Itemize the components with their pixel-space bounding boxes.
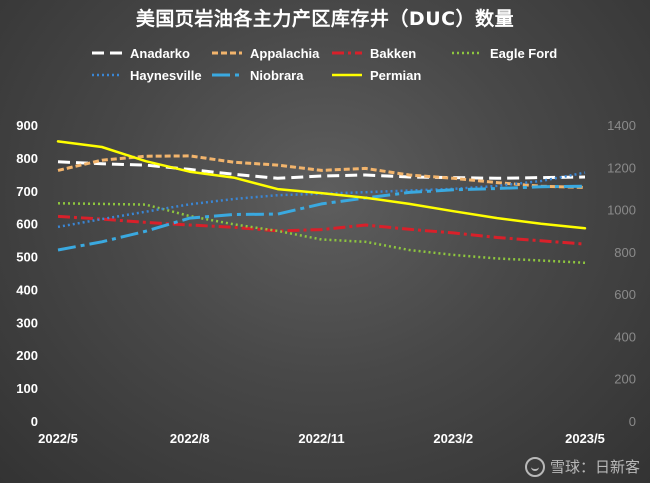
legend-label-haynesville: Haynesville xyxy=(130,68,202,83)
legend-label-eagle-ford: Eagle Ford xyxy=(490,46,557,61)
y-left-tick-label: 200 xyxy=(16,348,38,363)
y-left-tick-label: 900 xyxy=(16,118,38,133)
y-left-tick-label: 800 xyxy=(16,151,38,166)
series-line-appalachia xyxy=(57,154,586,189)
legend-label-niobrara: Niobrara xyxy=(250,68,304,83)
x-tick-label: 2022/8 xyxy=(170,431,210,446)
series-line-anadarko xyxy=(57,160,586,180)
y-right-tick-label: 1400 xyxy=(607,118,636,133)
y-left-tick-label: 700 xyxy=(16,184,38,199)
chart-title: 美国页岩油各主力产区库存井（DUC）数量 xyxy=(135,8,515,30)
y-right-tick-label: 800 xyxy=(614,245,636,260)
y-left-tick-label: 0 xyxy=(31,414,38,429)
y-left-tick-label: 300 xyxy=(16,315,38,330)
y-right-tick-label: 1000 xyxy=(607,203,636,218)
x-tick-label: 2023/5 xyxy=(565,431,605,446)
y-right-tick-label: 400 xyxy=(614,329,636,344)
y-left-tick-label: 100 xyxy=(16,381,38,396)
snowball-logo-icon xyxy=(524,456,545,477)
series-line-niobrara xyxy=(57,184,586,252)
legend-label-appalachia: Appalachia xyxy=(250,46,320,61)
y-right-tick-label: 1200 xyxy=(607,160,636,175)
legend-label-anadarko: Anadarko xyxy=(130,46,190,61)
x-tick-label: 2022/5 xyxy=(38,431,78,446)
x-tick-label: 2022/11 xyxy=(298,431,344,446)
series-line-bakken xyxy=(57,214,586,246)
series-line-permian xyxy=(56,140,587,230)
y-left-tick-label: 400 xyxy=(16,282,38,297)
legend-label-permian: Permian xyxy=(370,68,421,83)
y-right-tick-label: 200 xyxy=(614,372,636,387)
y-left-tick-label: 500 xyxy=(16,250,38,265)
watermark: 雪球：日新客 xyxy=(524,456,640,477)
y-right-tick-label: 600 xyxy=(614,287,636,302)
watermark-text: 雪球：日新客 xyxy=(549,458,640,476)
x-tick-label: 2023/2 xyxy=(433,431,473,446)
legend-label-bakken: Bakken xyxy=(370,46,416,61)
y-right-tick-label: 0 xyxy=(629,414,636,429)
y-left-tick-label: 600 xyxy=(16,217,38,232)
